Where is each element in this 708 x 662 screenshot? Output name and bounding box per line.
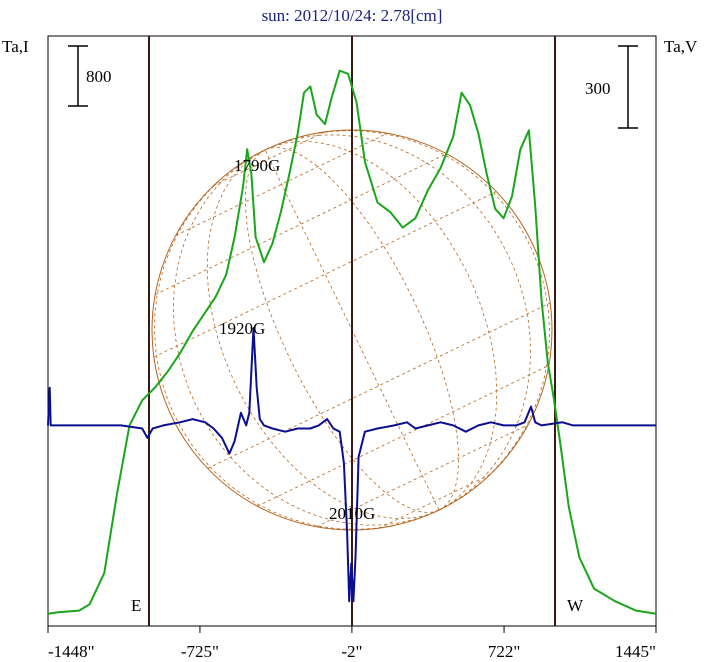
x-axis: -1448" -725" -2" 722" 1445"	[47, 626, 657, 661]
left-scale-bar: 800	[68, 45, 112, 107]
annotation-1920g: 1920G	[219, 319, 265, 338]
x-tick-label: 722"	[488, 642, 520, 661]
series-layer	[47, 69, 657, 615]
latitude-line	[155, 153, 447, 295]
left-scale-label: 800	[86, 67, 112, 86]
longitude-line	[264, 130, 550, 511]
longitude-line	[264, 141, 498, 511]
right-scale-bar: 300	[585, 45, 638, 129]
longitude-line	[244, 149, 440, 513]
y-right-label: Ta,V	[664, 37, 698, 56]
limb-label-west: W	[567, 596, 584, 615]
right-scale-label: 300	[585, 79, 611, 98]
chart-title: sun: 2012/10/24: 2.78[cm]	[262, 6, 443, 25]
series-line-0	[47, 69, 657, 615]
disk-grid	[153, 130, 551, 530]
longitude-line	[206, 149, 440, 519]
longitude-line	[154, 149, 440, 530]
y-left-label: Ta,I	[2, 37, 29, 56]
annotation-1790g: 1790G	[234, 156, 280, 175]
series-line-1	[47, 327, 656, 603]
x-tick-label: -725"	[181, 642, 219, 661]
annotation-2010g: 2010G	[329, 504, 375, 523]
limb-label-east: E	[131, 596, 141, 615]
latitude-line	[153, 191, 497, 358]
x-tick-label: -2"	[341, 642, 362, 661]
longitude-line	[264, 134, 532, 511]
x-tick-label: 1445"	[615, 642, 656, 661]
latitude-line	[378, 474, 491, 529]
longitude-line	[264, 147, 460, 511]
longitude-line	[172, 149, 440, 526]
x-tick-label: -1448"	[48, 642, 95, 661]
